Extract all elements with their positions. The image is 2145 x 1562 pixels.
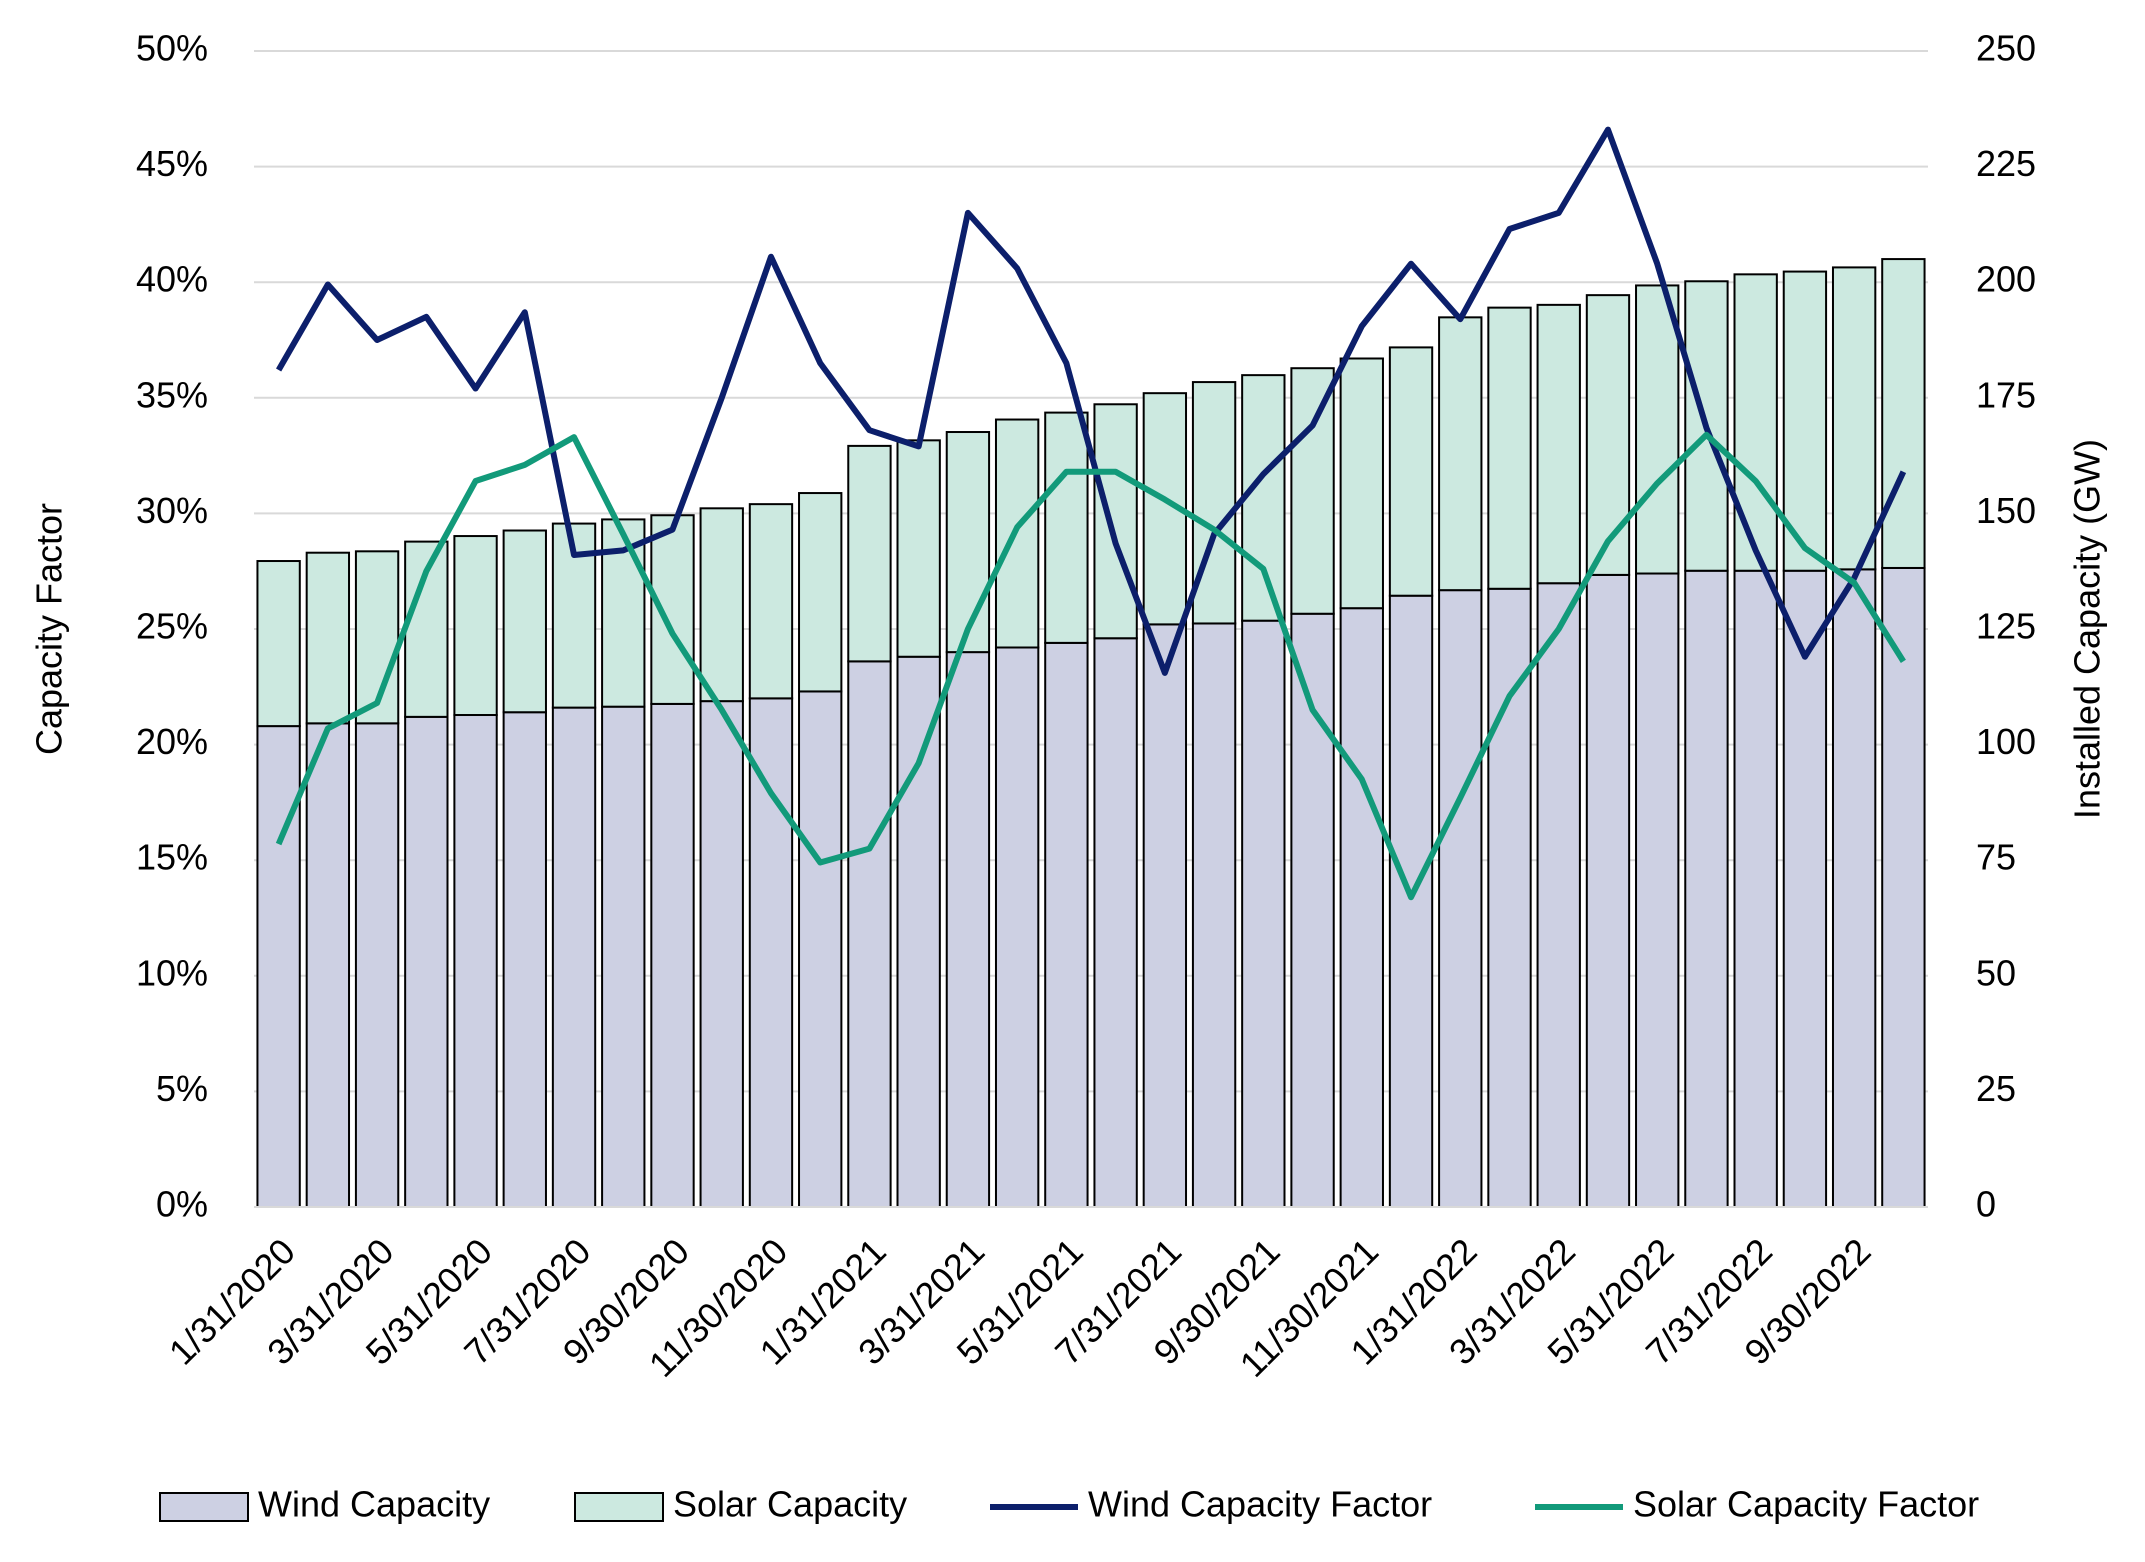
legend-label: Wind Capacity Factor [1088, 1484, 1432, 1525]
bar [354, 722, 400, 1208]
bar [1536, 303, 1581, 585]
bar [1241, 619, 1286, 1208]
bar [1339, 607, 1384, 1208]
y2-tick-label: 175 [1976, 374, 2036, 415]
bar [404, 715, 449, 1209]
bar [256, 560, 301, 728]
y2-tick-label: 100 [1976, 721, 2036, 762]
bar [1831, 266, 1877, 571]
bar [748, 503, 794, 700]
y2-tick-label: 0 [1976, 1184, 1996, 1225]
y2-tick-label: 75 [1976, 837, 2016, 878]
y2-tick-label: 250 [1976, 28, 2036, 69]
bar [1487, 587, 1532, 1208]
legend-swatch [574, 1492, 664, 1522]
bar [1635, 284, 1680, 575]
bar [699, 507, 744, 703]
legend-swatch [159, 1492, 249, 1522]
bar [1536, 582, 1581, 1208]
bar [305, 722, 351, 1208]
legend-label: Solar Capacity [673, 1484, 907, 1525]
y-tick-label: 45% [136, 143, 208, 184]
bar [1093, 637, 1138, 1208]
bar [798, 690, 843, 1208]
bar [256, 725, 301, 1208]
bar [1339, 357, 1384, 610]
y-tick-label: 10% [136, 952, 208, 993]
y2-tick-label: 200 [1976, 259, 2036, 300]
bar [1782, 270, 1828, 572]
legend-label: Solar Capacity Factor [1633, 1484, 1979, 1525]
bar [945, 651, 991, 1208]
bar [748, 697, 794, 1208]
y-tick-label: 5% [156, 1068, 208, 1109]
bar [847, 660, 892, 1208]
y2-tick-label: 25 [1976, 1068, 2016, 1109]
bar [699, 700, 744, 1208]
line [276, 126, 1907, 676]
bar [1487, 306, 1532, 590]
bar [1142, 623, 1188, 1208]
bar [798, 492, 843, 693]
bar [1733, 569, 1778, 1208]
bar [847, 444, 892, 663]
y2-tick-label: 150 [1976, 490, 2036, 531]
bar [1388, 594, 1434, 1208]
y-tick-label: 25% [136, 606, 208, 647]
y-tick-label: 0% [156, 1184, 208, 1225]
line [275, 431, 1906, 901]
y2-axis-label: Installed Capacity (GW) [2067, 439, 2108, 819]
bar [551, 706, 597, 1208]
bar [1438, 589, 1483, 1208]
bar [1831, 568, 1877, 1208]
y-axis-label: Capacity Factor [29, 503, 70, 755]
bar [1191, 622, 1237, 1208]
y-tick-label: 50% [136, 28, 208, 69]
y2-tick-label: 50 [1976, 952, 2016, 993]
bar [945, 431, 991, 654]
bar [1388, 346, 1434, 597]
bar [1191, 381, 1237, 625]
bar [896, 439, 941, 658]
bar [453, 535, 498, 717]
bar [1044, 411, 1089, 644]
bar [994, 646, 1040, 1208]
bar [1241, 374, 1286, 622]
bar [453, 714, 498, 1208]
y-tick-label: 30% [136, 490, 208, 531]
bar [502, 711, 547, 1208]
legend-label: Wind Capacity [258, 1484, 490, 1525]
bar [502, 529, 547, 714]
bar [650, 702, 695, 1208]
bar [305, 551, 351, 725]
bar [1881, 566, 1926, 1208]
bar [896, 655, 941, 1208]
bar [1782, 569, 1828, 1208]
bar [1290, 367, 1335, 615]
bar [1585, 573, 1631, 1208]
y-tick-label: 20% [136, 721, 208, 762]
y-tick-label: 15% [136, 837, 208, 878]
bar [601, 705, 646, 1209]
bar [1044, 641, 1089, 1208]
y2-tick-label: 125 [1976, 606, 2036, 647]
bar [1684, 569, 1729, 1208]
bar [1585, 294, 1631, 576]
bar [1733, 273, 1778, 572]
y-tick-label: 35% [136, 374, 208, 415]
bar [1438, 316, 1483, 592]
bar [1881, 258, 1926, 569]
y2-tick-label: 225 [1976, 143, 2036, 184]
y-tick-label: 40% [136, 259, 208, 300]
bar [1635, 572, 1680, 1208]
bar [1093, 403, 1138, 640]
